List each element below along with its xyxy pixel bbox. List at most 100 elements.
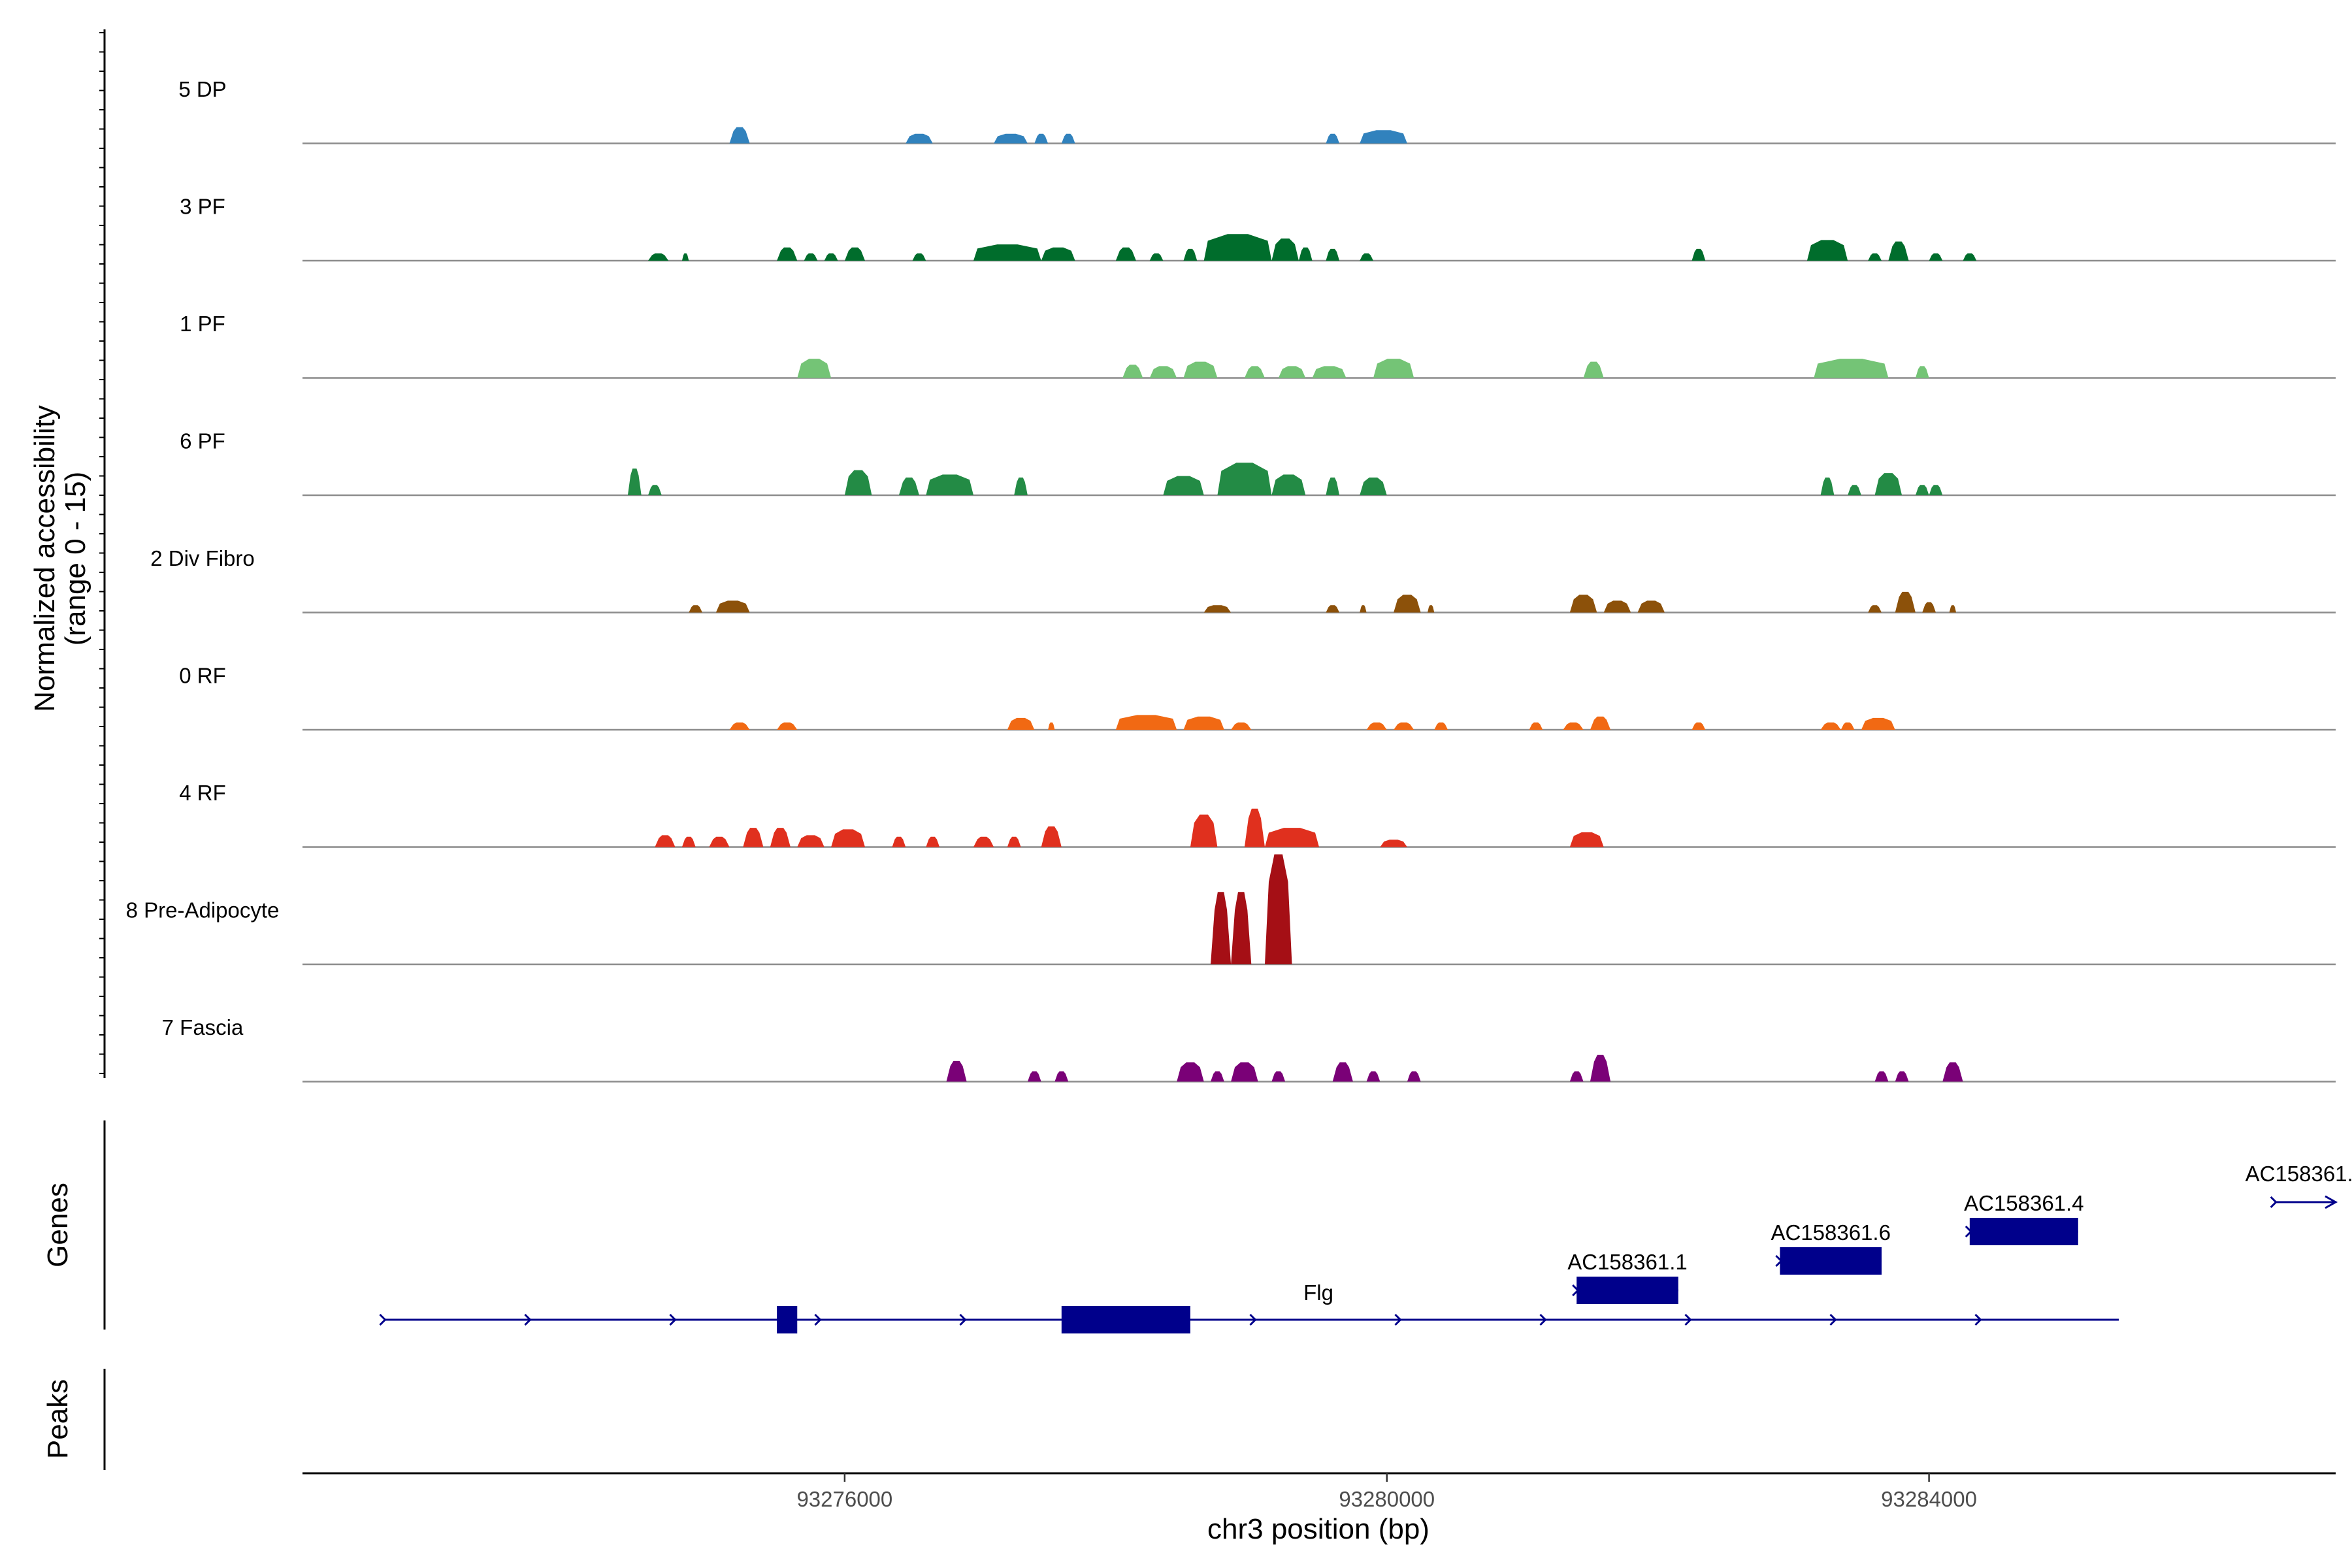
coverage-peak: [1360, 605, 1367, 613]
coverage-peak: [1041, 826, 1062, 847]
coverage-peak: [648, 253, 669, 261]
strand-arrow: [379, 1313, 387, 1326]
track-8-pre-adipocyte: 8 Pre-Adipocyte: [126, 854, 2336, 966]
track-3-pf: 3 PF: [180, 195, 2336, 262]
coverage-peak: [1569, 1071, 1584, 1082]
coverage-peak: [1326, 248, 1340, 261]
coverage-peak: [1380, 840, 1407, 847]
coverage-peak: [994, 133, 1028, 144]
coverage-peak: [1848, 485, 1861, 495]
coverage-peak: [1569, 595, 1597, 613]
coverage-peak: [1922, 602, 1936, 613]
coverage-peak: [1183, 248, 1198, 261]
coverage-peak: [1041, 247, 1075, 261]
coverage-peak: [1373, 359, 1414, 378]
coverage-peak: [946, 1060, 967, 1082]
coverage-peak: [1963, 253, 1977, 261]
coverage-peak: [1691, 248, 1706, 261]
peaks-axis-title: Peaks: [42, 1379, 74, 1459]
y-axis-title-line2: (range 0 - 15): [59, 472, 91, 646]
coverage-peak: [1163, 476, 1204, 495]
gene-ac158361-2: AC158361.2: [2246, 1162, 2352, 1209]
accessibility-y-axis-ticks: [99, 32, 105, 1074]
gene-label: Flg: [1303, 1281, 1333, 1305]
coverage-peak: [1637, 600, 1665, 613]
coverage-peak: [912, 253, 926, 261]
coverage-peak: [898, 477, 919, 495]
coverage-peak: [831, 829, 865, 847]
gene-exon: [1576, 1277, 1678, 1304]
coverage-peak: [1326, 133, 1340, 144]
x-axis-tick-label: 93280000: [1339, 1487, 1435, 1511]
y-axis-title-line1: Normalized accessibility: [29, 405, 61, 711]
strand-arrow: [959, 1313, 967, 1326]
coverage-peak: [844, 247, 865, 261]
coverage-peak: [1115, 247, 1136, 261]
coverage-peak: [1360, 130, 1407, 144]
coverage-peak: [1278, 366, 1306, 378]
strand-arrow: [1974, 1313, 1982, 1326]
coverage-peak: [1048, 722, 1055, 730]
coverage-peak: [1806, 240, 1848, 261]
track-1-pf: 1 PF: [180, 312, 2336, 379]
coverage-peak: [926, 836, 940, 847]
coverage-peak: [743, 828, 764, 847]
gene-annotation-track: Flg AC158361.1 AC158361.6 AC158361.4 AC15836…: [379, 1162, 2352, 1333]
coverage-peak: [709, 836, 730, 847]
coverage-peak: [1569, 832, 1604, 847]
track-7-fascia: 7 Fascia: [162, 1015, 2336, 1083]
gene-ac158361-4: AC158361.4: [1964, 1191, 2084, 1245]
coverage-peak: [906, 133, 933, 144]
track-label: 3 PF: [180, 195, 225, 219]
coverage-peak: [1271, 238, 1299, 261]
coverage-peak: [892, 836, 906, 847]
coverage-peak: [1203, 605, 1232, 613]
coverage-peak: [1244, 808, 1265, 847]
coverage-peak: [1326, 477, 1340, 495]
strand-arrow: [669, 1313, 677, 1326]
gene-ac158361-6: AC158361.6: [1771, 1220, 1891, 1275]
genes-axis-title: Genes: [42, 1183, 74, 1267]
coverage-peak: [1590, 1054, 1611, 1082]
strand-arrow: [1829, 1313, 1837, 1326]
coverage-peak: [681, 253, 689, 261]
coverage-peak: [1583, 361, 1604, 378]
coverage-peak: [1814, 359, 1889, 378]
coverage-tracks: 5 DP 3 PF 1 PF 6 PF 2 Div Fibro 0 RF 4 RF 8 Pre…: [126, 77, 2336, 1083]
coverage-peak: [1915, 485, 1929, 495]
track-6-pf: 6 PF: [180, 429, 2336, 497]
coverage-peak: [1177, 1062, 1204, 1082]
coverage-peak: [1434, 722, 1448, 730]
coverage-peak: [1203, 234, 1272, 261]
coverage-peak: [1122, 365, 1143, 378]
coverage-peak: [973, 836, 994, 847]
gene-flg: Flg: [379, 1281, 2119, 1333]
coverage-peak: [1265, 828, 1319, 847]
track-2-div-fibro: 2 Div Fibro: [150, 546, 2336, 613]
coverage-peak: [1007, 836, 1021, 847]
coverage-peak: [777, 722, 798, 730]
strand-arrow: [2325, 1195, 2338, 1209]
coverage-peak: [1231, 722, 1252, 730]
coverage-peak: [1428, 605, 1435, 613]
coverage-peak: [1840, 722, 1855, 730]
coverage-peak: [973, 244, 1041, 261]
coverage-peak: [1014, 477, 1028, 495]
coverage-peak: [1149, 253, 1164, 261]
track-label: 7 Fascia: [162, 1015, 244, 1039]
strand-arrow: [1249, 1313, 1257, 1326]
coverage-peak: [1929, 485, 1943, 495]
coverage-peak: [1861, 717, 1895, 730]
gene-label: AC158361.1: [1567, 1250, 1687, 1274]
track-label: 6 PF: [180, 429, 225, 453]
coverage-peak: [1563, 722, 1584, 730]
coverage-peak: [1149, 366, 1177, 378]
coverage-peak: [1590, 716, 1611, 730]
coverage-peak: [1061, 133, 1075, 144]
coverage-peak: [715, 600, 750, 613]
coverage-peak: [681, 836, 696, 847]
coverage-peak: [926, 474, 973, 495]
x-axis-tick-label: 93284000: [1881, 1487, 1977, 1511]
coverage-peak: [648, 485, 662, 495]
strand-arrow: [1539, 1313, 1547, 1326]
